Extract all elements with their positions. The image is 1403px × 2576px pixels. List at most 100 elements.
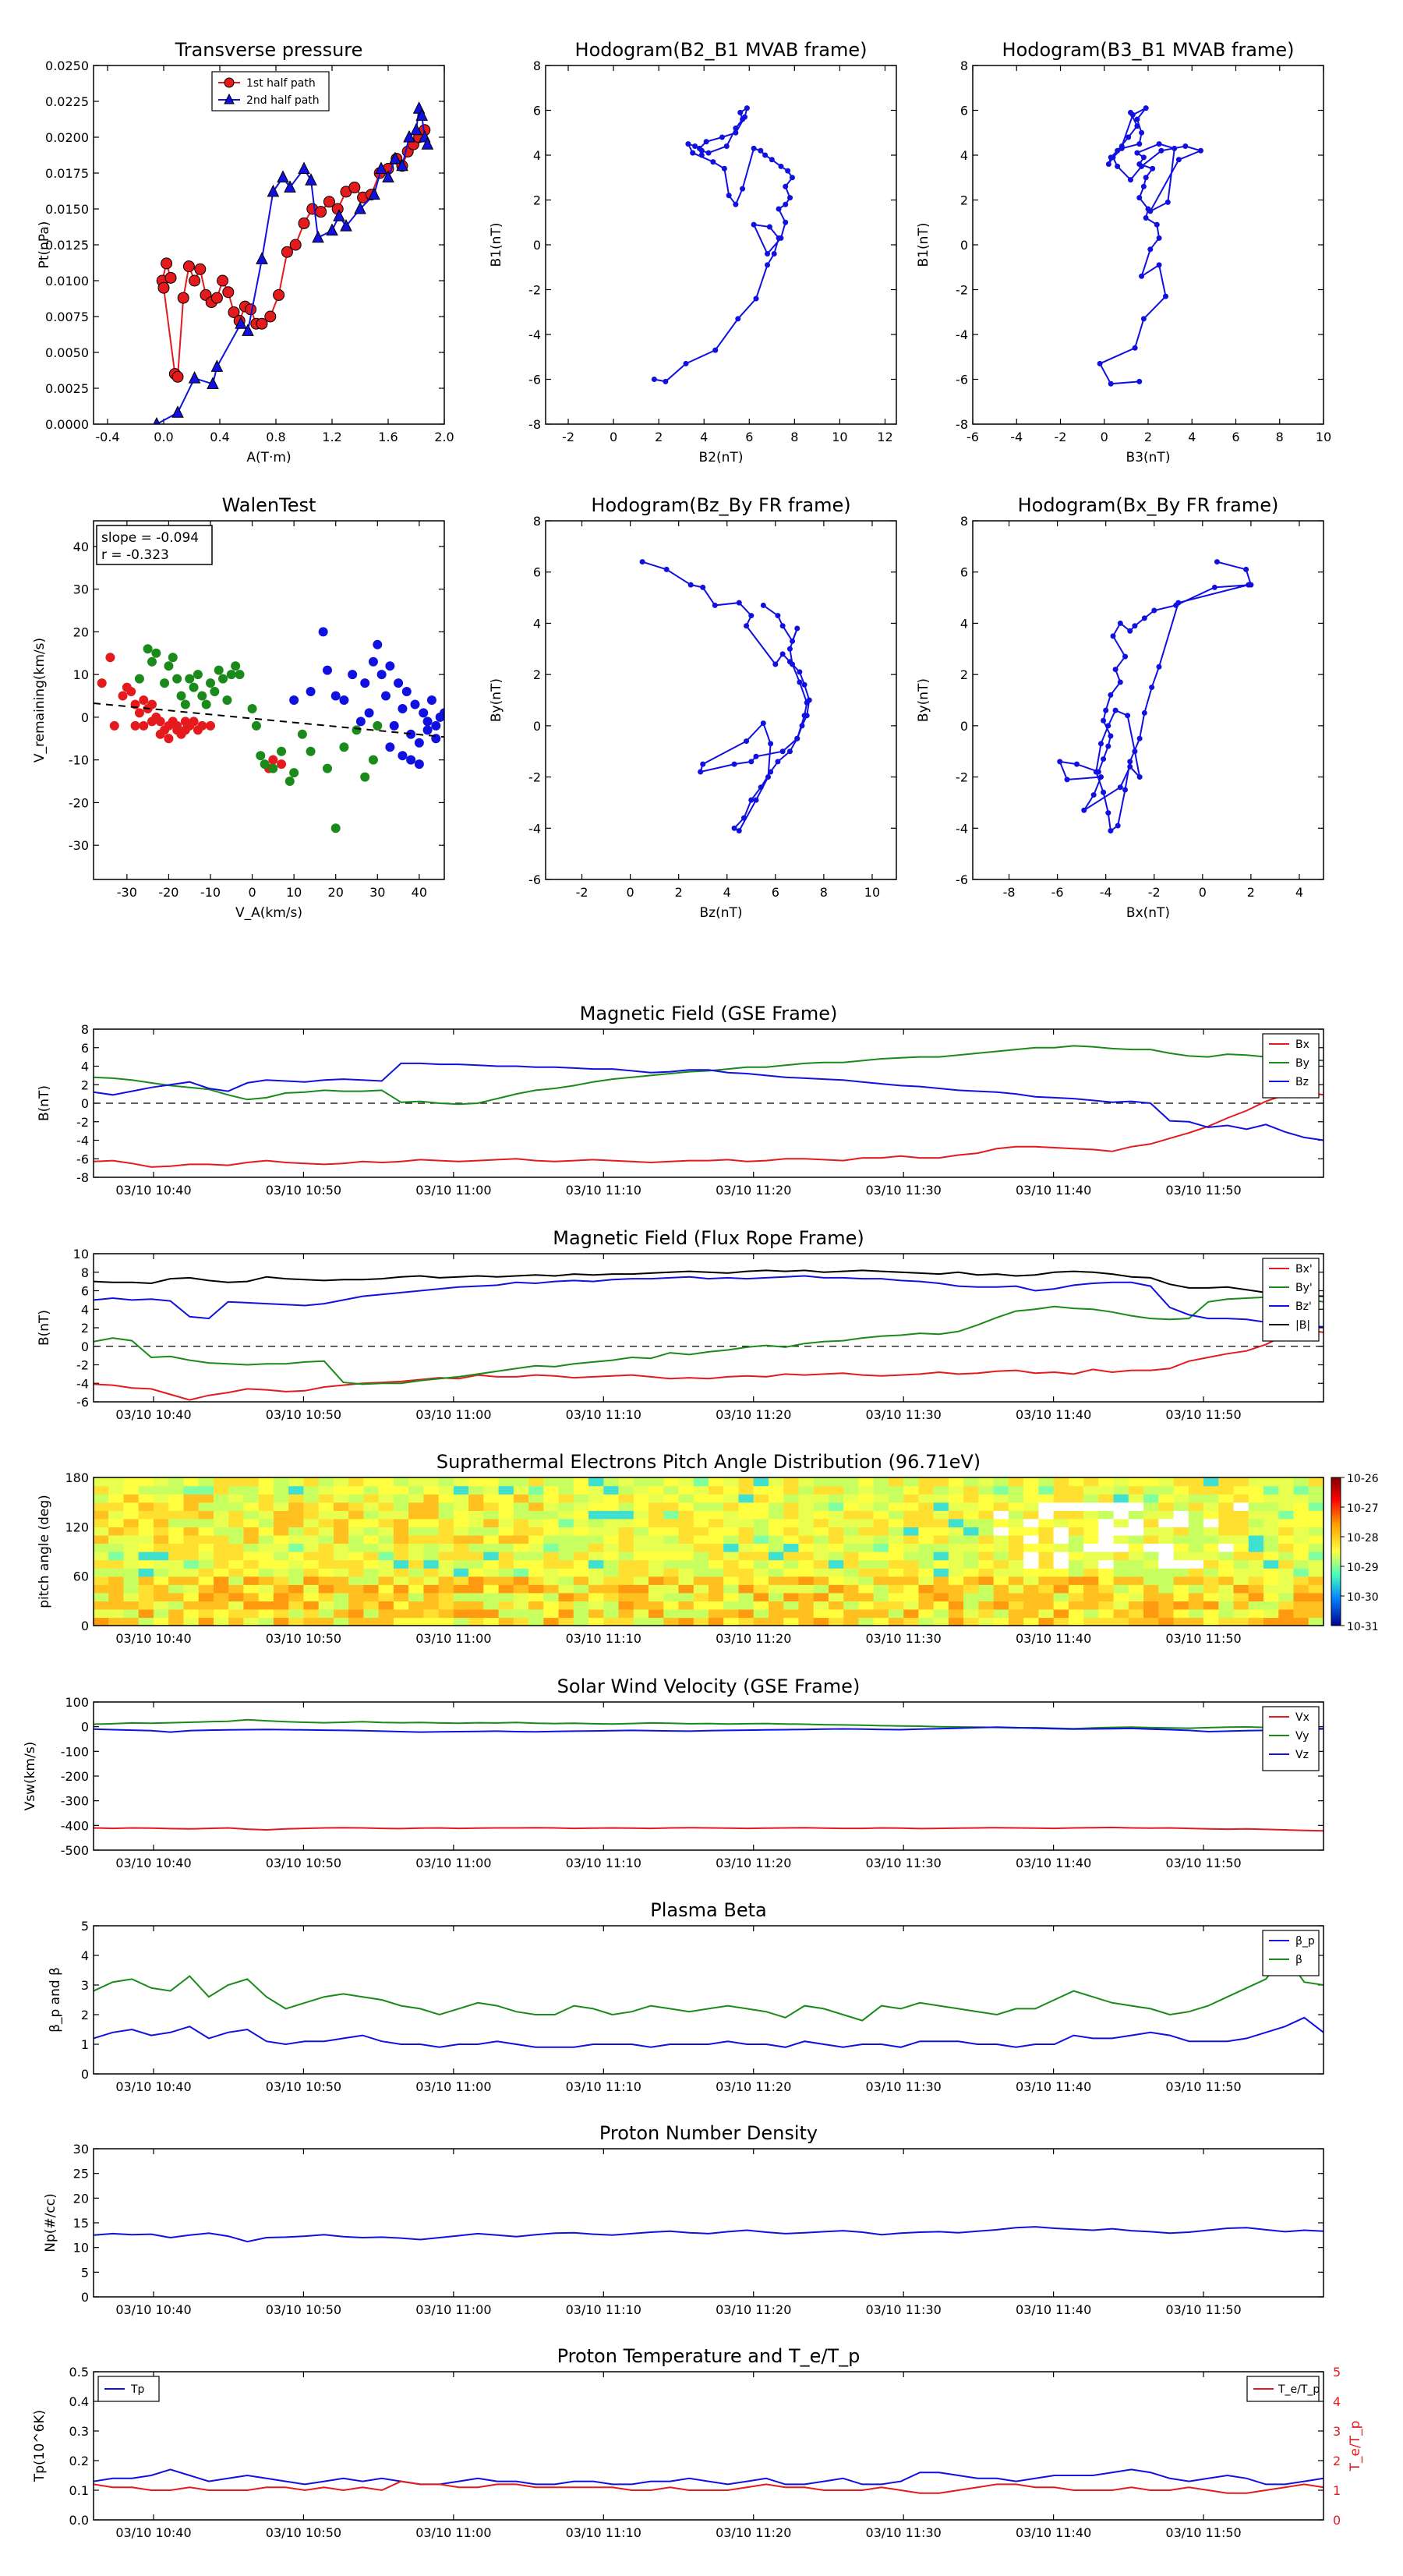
heatmap-cell [1248, 1601, 1264, 1610]
x-tick-label: 8 [820, 885, 828, 900]
heatmap-cell [423, 1576, 440, 1585]
heatmap-cell [393, 1559, 409, 1569]
heatmap-cell [1233, 1608, 1249, 1619]
heatmap-cell [588, 1494, 604, 1503]
heatmap-cell [618, 1608, 634, 1619]
heatmap-cell [1038, 1617, 1055, 1626]
heatmap-cell [1068, 1552, 1084, 1561]
heatmap-cell [468, 1584, 484, 1594]
heatmap-cell [1173, 1502, 1189, 1511]
heatmap-cell [423, 1534, 440, 1545]
x-tick-label: 8 [790, 430, 798, 444]
heatmap-cell [948, 1601, 964, 1610]
scatter-point [176, 691, 186, 701]
heatmap-cell [618, 1494, 634, 1503]
y-tick-label: 0.5 [69, 2365, 89, 2380]
heatmap-cell [1173, 1552, 1189, 1561]
y-tick-label: 0.0225 [45, 94, 89, 109]
x-tick-label: 03/10 11:50 [1165, 1631, 1241, 1646]
heatmap-cell [903, 1559, 919, 1569]
heatmap-cell [633, 1552, 649, 1561]
heatmap-cell [678, 1608, 694, 1619]
heatmap-cell [273, 1510, 289, 1520]
heatmap-cell [1023, 1608, 1039, 1619]
heatmap-cell [1158, 1576, 1175, 1585]
y-tick-label: -4 [76, 1376, 89, 1391]
heatmap-cell [769, 1485, 784, 1495]
heatmap-cell [858, 1601, 875, 1610]
data-point [267, 184, 280, 197]
heatmap-cell [993, 1576, 1009, 1585]
heatmap-cell [709, 1485, 724, 1495]
scatter-point [155, 717, 165, 727]
heatmap-cell [318, 1617, 334, 1626]
heatmap-cell [1188, 1617, 1204, 1626]
heatmap-cell [138, 1494, 154, 1503]
heatmap-cell [648, 1592, 664, 1601]
heatmap-cell [693, 1576, 709, 1585]
heatmap-cell [228, 1502, 244, 1511]
x-tick-label: 03/10 11:20 [716, 2525, 791, 2540]
heatmap-cell [798, 1494, 815, 1503]
heatmap-cell [783, 1559, 799, 1569]
heatmap-cell [1038, 1568, 1055, 1577]
heatmap-cell [1143, 1576, 1159, 1585]
heatmap-cell [1308, 1559, 1323, 1569]
heatmap-cell [363, 1608, 380, 1619]
data-point [1214, 559, 1220, 565]
heatmap-cell [393, 1534, 409, 1545]
heatmap-cell [108, 1510, 124, 1520]
heatmap-cell [288, 1477, 304, 1487]
heatmap-cell [603, 1534, 620, 1545]
heatmap-cell [663, 1617, 680, 1626]
data-point [733, 129, 739, 136]
heatmap-cell [663, 1510, 680, 1520]
y-axis-label: B(nT) [37, 1310, 52, 1346]
heatmap-cell [1248, 1584, 1264, 1594]
heatmap-cell [393, 1527, 409, 1536]
heatmap-cell [168, 1477, 184, 1487]
heatmap-cell [693, 1601, 709, 1610]
heatmap-cell [543, 1592, 560, 1601]
heatmap-cell [738, 1543, 755, 1552]
heatmap-cell [978, 1543, 995, 1552]
heatmap-cell [438, 1543, 454, 1552]
x-tick-label: 10 [1316, 430, 1331, 444]
heatmap-cell [303, 1543, 320, 1552]
heatmap-cell [1233, 1527, 1249, 1536]
heatmap-cell [993, 1559, 1009, 1569]
heatmap-cell [333, 1543, 349, 1552]
heatmap-cell [1128, 1601, 1144, 1610]
y-tick-label: 0 [81, 1619, 89, 1633]
heatmap-cell [168, 1559, 184, 1569]
heatmap-cell [1158, 1617, 1175, 1626]
y-tick-label: 20 [73, 625, 89, 639]
heatmap-cell [1173, 1568, 1189, 1577]
heatmap-cell [918, 1485, 935, 1495]
heatmap-cell [769, 1527, 784, 1536]
data-point [1064, 777, 1070, 783]
heatmap-cell [408, 1552, 424, 1561]
heatmap-cell [318, 1502, 334, 1511]
data-point [1147, 246, 1154, 253]
heatmap-cell [573, 1518, 589, 1527]
scatter-point [389, 720, 399, 731]
heatmap-cell [558, 1543, 574, 1552]
legend-label: Bz' [1295, 1300, 1312, 1313]
heatmap-cell [709, 1543, 724, 1552]
y-tick-label: 10 [73, 2241, 89, 2256]
plot-area [94, 1045, 1323, 1168]
heatmap-cell [513, 1617, 529, 1626]
data-point [1101, 717, 1107, 724]
heatmap-cell [693, 1477, 709, 1487]
heatmap-cell [693, 1608, 709, 1619]
heatmap-cell [963, 1494, 979, 1503]
x-tick-label: 03/10 11:00 [415, 2079, 491, 2094]
heatmap-cell [528, 1608, 544, 1619]
heatmap-cell [603, 1527, 620, 1536]
heatmap-cell [1203, 1534, 1219, 1545]
heatmap-cell [108, 1592, 124, 1601]
heatmap-cell [933, 1485, 949, 1495]
heatmap-cell [888, 1584, 904, 1594]
data-point [1127, 763, 1133, 770]
